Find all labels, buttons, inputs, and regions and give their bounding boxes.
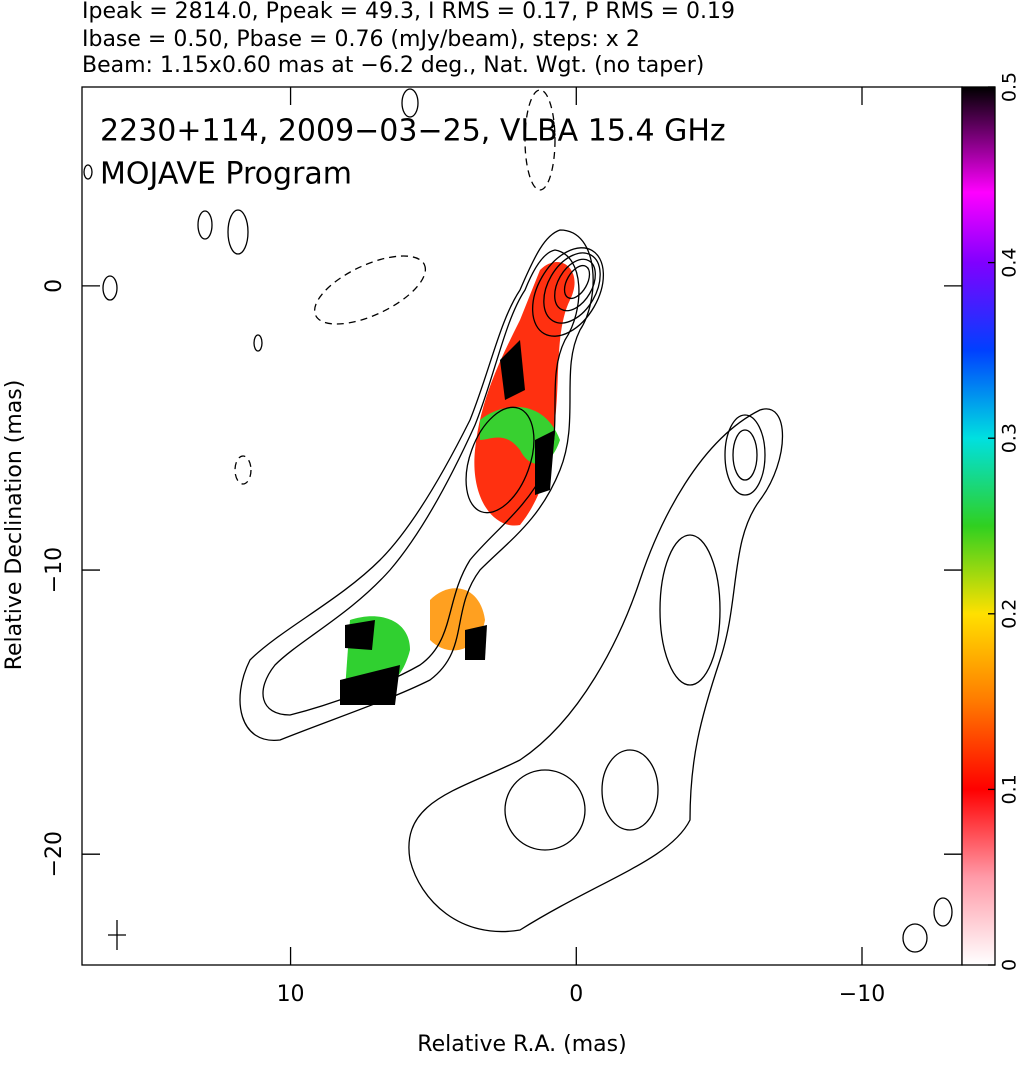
pol-patch (474, 261, 575, 526)
y-tick-label: −10 (42, 547, 67, 593)
header-line: Ipeak = 2814.0, Ppeak = 49.3, I RMS = 0.… (82, 0, 735, 24)
beam-marker (108, 920, 126, 950)
colorbar (961, 86, 996, 966)
program-annotation: MOJAVE Program (100, 157, 352, 192)
pol-patch (500, 340, 525, 400)
x-axis-label: Relative R.A. (mas) (417, 1032, 626, 1057)
colorbar-tick-label: 0.4 (999, 247, 1021, 277)
colorbar-tick-label: 0.2 (999, 599, 1021, 629)
source-annotation: 2230+114, 2009−03−25, VLBA 15.4 GHz (100, 114, 726, 149)
pol-patch (465, 625, 487, 660)
contours (102, 88, 953, 953)
x-tick-label: 10 (277, 982, 305, 1007)
header-line: Beam: 1.15x0.60 mas at −6.2 deg., Nat. W… (82, 53, 704, 78)
x-tick-label: −10 (839, 982, 885, 1007)
beam (83, 164, 93, 180)
y-tick-label: −20 (42, 831, 67, 877)
pol-patch (535, 430, 555, 495)
colorbar-tick-label: 0.1 (999, 774, 1021, 804)
plot-frame (81, 86, 963, 966)
colorbar-tick-label: 0.3 (999, 423, 1021, 453)
header-line: Ibase = 0.50, Pbase = 0.76 (mJy/beam), s… (82, 27, 640, 52)
y-axis-label: Relative Declination (mas) (2, 380, 27, 671)
colorbar-tick-label: 0.5 (999, 72, 1021, 102)
y-tick-label: 0 (42, 279, 67, 293)
pol-patch (345, 620, 375, 650)
map-image (102, 88, 953, 953)
colorbar-tick-label: 0 (999, 959, 1021, 971)
x-tick-label: 0 (569, 982, 583, 1007)
